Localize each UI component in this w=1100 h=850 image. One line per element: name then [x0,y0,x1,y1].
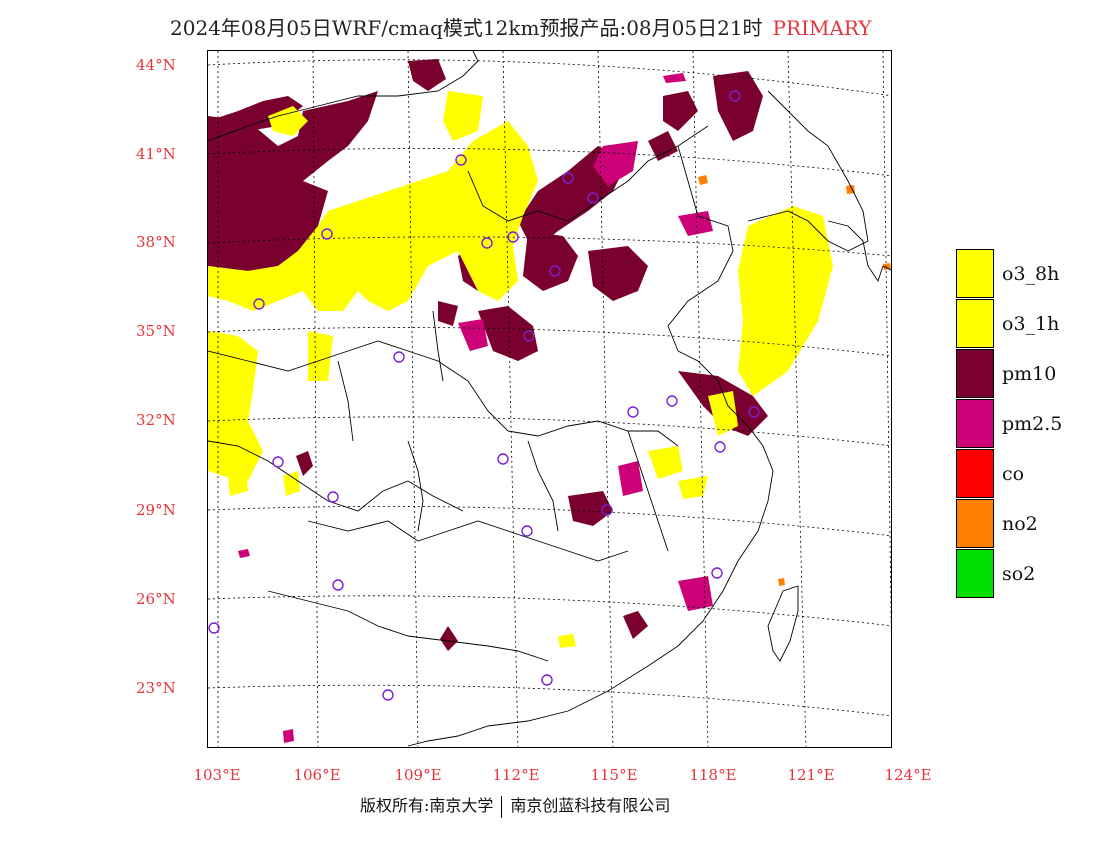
legend-item-o3-1h: o3_1h [956,299,1086,349]
legend-label-co: co [1002,463,1025,485]
lat-label-35: 35°N [136,322,176,340]
map-panel [207,50,892,748]
korea-outline [827,220,891,283]
map-title: 2024年08月05日WRF/cmaq模式12km预报产品:08月05日21时 P… [170,12,990,40]
legend-swatch-pm25 [956,399,994,448]
legend-item-no2: no2 [956,499,1086,549]
legend-label-pm10: pm10 [1002,363,1057,385]
legend-item-pm10: pm10 [956,349,1086,399]
legend-label-o3-1h: o3_1h [1002,313,1060,335]
lat-label-23: 23°N [136,679,176,697]
lon-label-115: 115°E [590,766,638,784]
map-title-tag: PRIMARY [772,16,872,40]
legend-swatch-o3-8h [956,249,994,298]
map-title-main: 2024年08月05日WRF/cmaq模式12km预报产品:08月05日21时 [170,16,763,40]
boundary-lines [208,51,869,747]
copyright-right: 南京创蓝科技有限公司 [510,796,671,815]
legend-swatch-co [956,449,994,498]
no2-field [698,175,891,586]
taiwan-outline [767,585,799,662]
lon-label-121: 121°E [787,766,835,784]
station-markers [208,90,760,701]
lon-label-112: 112°E [492,766,540,784]
legend-label-no2: no2 [1002,513,1038,535]
lat-label-32: 32°N [136,411,176,429]
lon-label-103: 103°E [193,766,241,784]
pollutant-legend: o3_8h o3_1h pm10 pm2.5 co no2 so2 [956,249,1086,604]
lon-label-109: 109°E [394,766,442,784]
graticule [208,51,891,747]
lat-label-41: 41°N [136,145,176,163]
legend-swatch-no2 [956,499,994,548]
footer-separator [501,795,503,818]
legend-label-so2: so2 [1002,563,1036,585]
copyright-footer: 版权所有:南京大学 南京创蓝科技有限公司 [360,792,780,818]
lon-label-106: 106°E [293,766,341,784]
map-canvas [208,51,891,747]
pm10-field [208,59,768,651]
copyright-left: 版权所有:南京大学 [360,796,494,815]
lon-label-124: 124°E [884,766,932,784]
lon-label-118: 118°E [689,766,737,784]
legend-label-pm25: pm2.5 [1002,413,1063,435]
o3-field [208,91,833,648]
lat-label-44: 44°N [136,56,176,74]
legend-item-so2: so2 [956,549,1086,599]
legend-swatch-o3-1h [956,299,994,348]
legend-item-co: co [956,449,1086,499]
lat-label-26: 26°N [136,590,176,608]
legend-item-pm25: pm2.5 [956,399,1086,449]
lat-label-29: 29°N [136,501,176,519]
legend-swatch-pm10 [956,349,994,398]
lat-label-38: 38°N [136,233,176,251]
legend-label-o3-8h: o3_8h [1002,263,1060,285]
legend-item-o3-8h: o3_8h [956,249,1086,299]
legend-swatch-so2 [956,549,994,598]
